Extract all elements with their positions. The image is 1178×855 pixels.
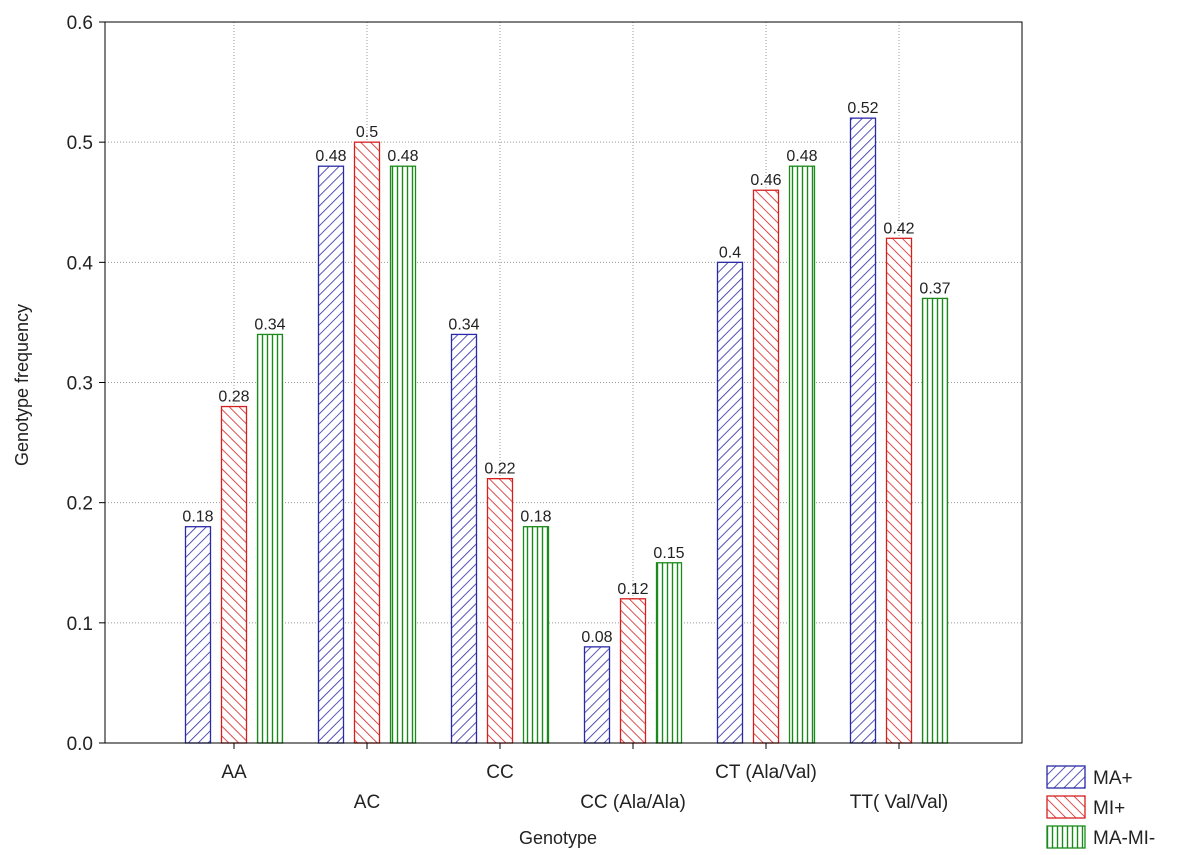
data-label: 0.18 [520,509,551,526]
bar [486,477,514,744]
x-tick-label: CC [486,762,513,783]
data-label: 0.18 [182,509,213,526]
legend-label: MA+ [1093,768,1133,789]
data-label: 0.15 [653,545,684,562]
data-label: 0.37 [919,280,950,297]
legend-swatch [1046,765,1086,789]
data-label: 0.28 [218,389,249,406]
bar [522,526,550,744]
bar [788,165,816,744]
y-axis-title: Genotype frequency [12,304,32,466]
y-tick-label: 0.1 [67,614,93,635]
legend-swatch [1046,825,1086,849]
data-labels: 0.18 0.48 0.34 0.08 0.4 0.52 0.28 0.5 0.22 0.12 0.… [182,100,950,646]
data-label: 0.52 [847,100,878,117]
data-label: 0.4 [719,244,741,261]
bar [353,141,381,744]
bar [184,526,212,744]
data-label: 0.48 [786,148,817,165]
bar [885,237,913,744]
bar [450,333,478,744]
y-tick-label: 0.3 [67,374,93,395]
x-axis-title: Genotype [519,828,597,848]
bars [184,117,949,744]
y-tick-label: 0.2 [67,494,93,515]
bar [389,165,417,744]
legend: MA+ MI+ MA-MI- [1046,765,1155,849]
legend-swatch [1046,795,1086,819]
data-label: 0.12 [617,581,648,598]
bar [849,117,877,744]
data-label: 0.42 [883,220,914,237]
bar [317,165,345,744]
data-label: 0.48 [315,148,346,165]
axes: 0.0 0.1 0.2 0.3 0.4 0.5 0.6 AA AC CC CC (Ala/Ala) C… [67,13,1023,813]
data-label: 0.5 [356,124,378,141]
bar [716,261,744,744]
bar [619,598,647,744]
x-tick-label: AA [221,762,247,783]
x-tick-label: CT (Ala/Val) [715,762,817,783]
data-label: 0.34 [254,316,285,333]
bar [655,562,683,744]
x-tick-label: TT( Val/Val) [850,792,949,813]
y-tick-label: 0.6 [67,13,93,34]
y-tick-label: 0.4 [67,253,94,274]
y-tick-label: 0.5 [67,133,93,154]
bar [583,646,611,744]
bar [220,405,248,744]
bar [921,297,949,744]
data-label: 0.46 [750,172,781,189]
bar [256,333,284,744]
data-label: 0.48 [387,148,418,165]
x-tick-label: CC (Ala/Ala) [580,792,686,813]
y-tick-label: 0.0 [67,734,93,755]
data-label: 0.22 [484,461,515,478]
legend-label: MA-MI- [1093,828,1155,849]
bar [752,189,780,744]
x-tick-label: AC [354,792,380,813]
legend-label: MI+ [1093,798,1125,819]
data-label: 0.34 [448,316,479,333]
data-label: 0.08 [581,629,612,646]
